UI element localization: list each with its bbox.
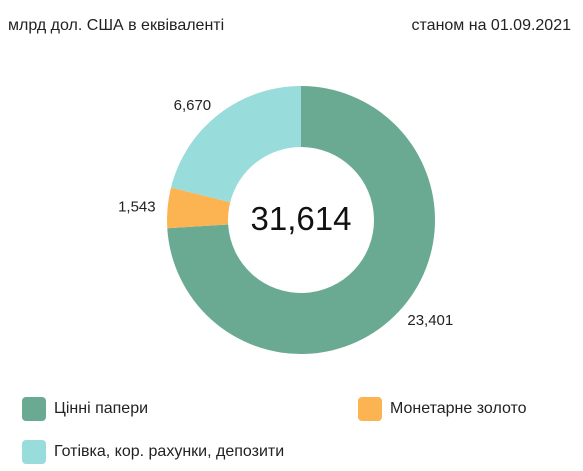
donut-labels: 23,401 1,543 6,670	[118, 97, 453, 329]
legend-item-gold: Монетарне золото	[358, 397, 527, 421]
slice-cash	[171, 86, 301, 203]
legend-label-cash: Готівка, кор. рахунки, депозити	[54, 443, 285, 460]
donut-chart: 23,401 1,543 6,670 31,614	[118, 86, 453, 354]
total-value: 31,614	[251, 200, 352, 237]
legend-item-cash: Готівка, кор. рахунки, депозити	[22, 440, 284, 464]
unit-label: млрд дол. США в еквіваленті	[8, 17, 225, 34]
slice-label-securities: 23,401	[407, 312, 453, 329]
slice-label-cash: 6,670	[174, 97, 212, 114]
slice-gold	[167, 187, 231, 229]
slice-securities	[167, 86, 436, 354]
legend-swatch-gold	[358, 397, 382, 421]
legend-label-securities: Цінні папери	[54, 400, 149, 417]
legend-label-gold: Монетарне золото	[390, 400, 527, 417]
legend-swatch-securities	[22, 397, 46, 421]
legend-item-securities: Цінні папери	[22, 397, 148, 421]
slice-label-gold: 1,543	[118, 199, 156, 216]
date-label: станом на 01.09.2021	[411, 17, 571, 34]
donut-slices	[167, 86, 436, 354]
legend-swatch-cash	[22, 440, 46, 464]
